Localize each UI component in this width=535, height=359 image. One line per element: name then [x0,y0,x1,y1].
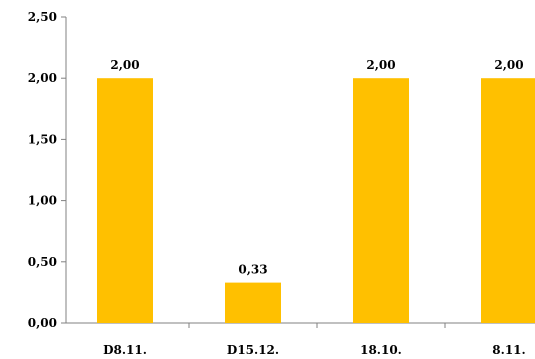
x-tick-label: D8.11. [103,343,147,357]
data-label: 2,00 [366,58,395,72]
bar [97,78,153,323]
y-tick-label: 1,00 [28,194,57,208]
y-tick-label: 2,50 [28,10,57,24]
y-tick-label: 1,50 [28,132,57,146]
data-label: 0,33 [238,263,267,277]
bar [353,78,409,323]
data-label: 2,00 [494,58,523,72]
bar [225,282,281,323]
bars [97,78,535,323]
y-tick-label: 0,00 [28,316,57,330]
x-tick-label: D15.12. [227,343,279,357]
data-label: 2,00 [110,58,139,72]
x-tick-label: 8.11. [492,343,525,357]
x-tick-label: 18.10. [360,343,402,357]
y-tick-label: 2,00 [28,71,57,85]
y-tick-label: 0,50 [28,255,57,269]
bar [481,78,535,323]
labels: 0,00 0,50 1,00 1,50 2,00 2,50 2,00 D8.11. 0,33 D1… [28,10,526,357]
